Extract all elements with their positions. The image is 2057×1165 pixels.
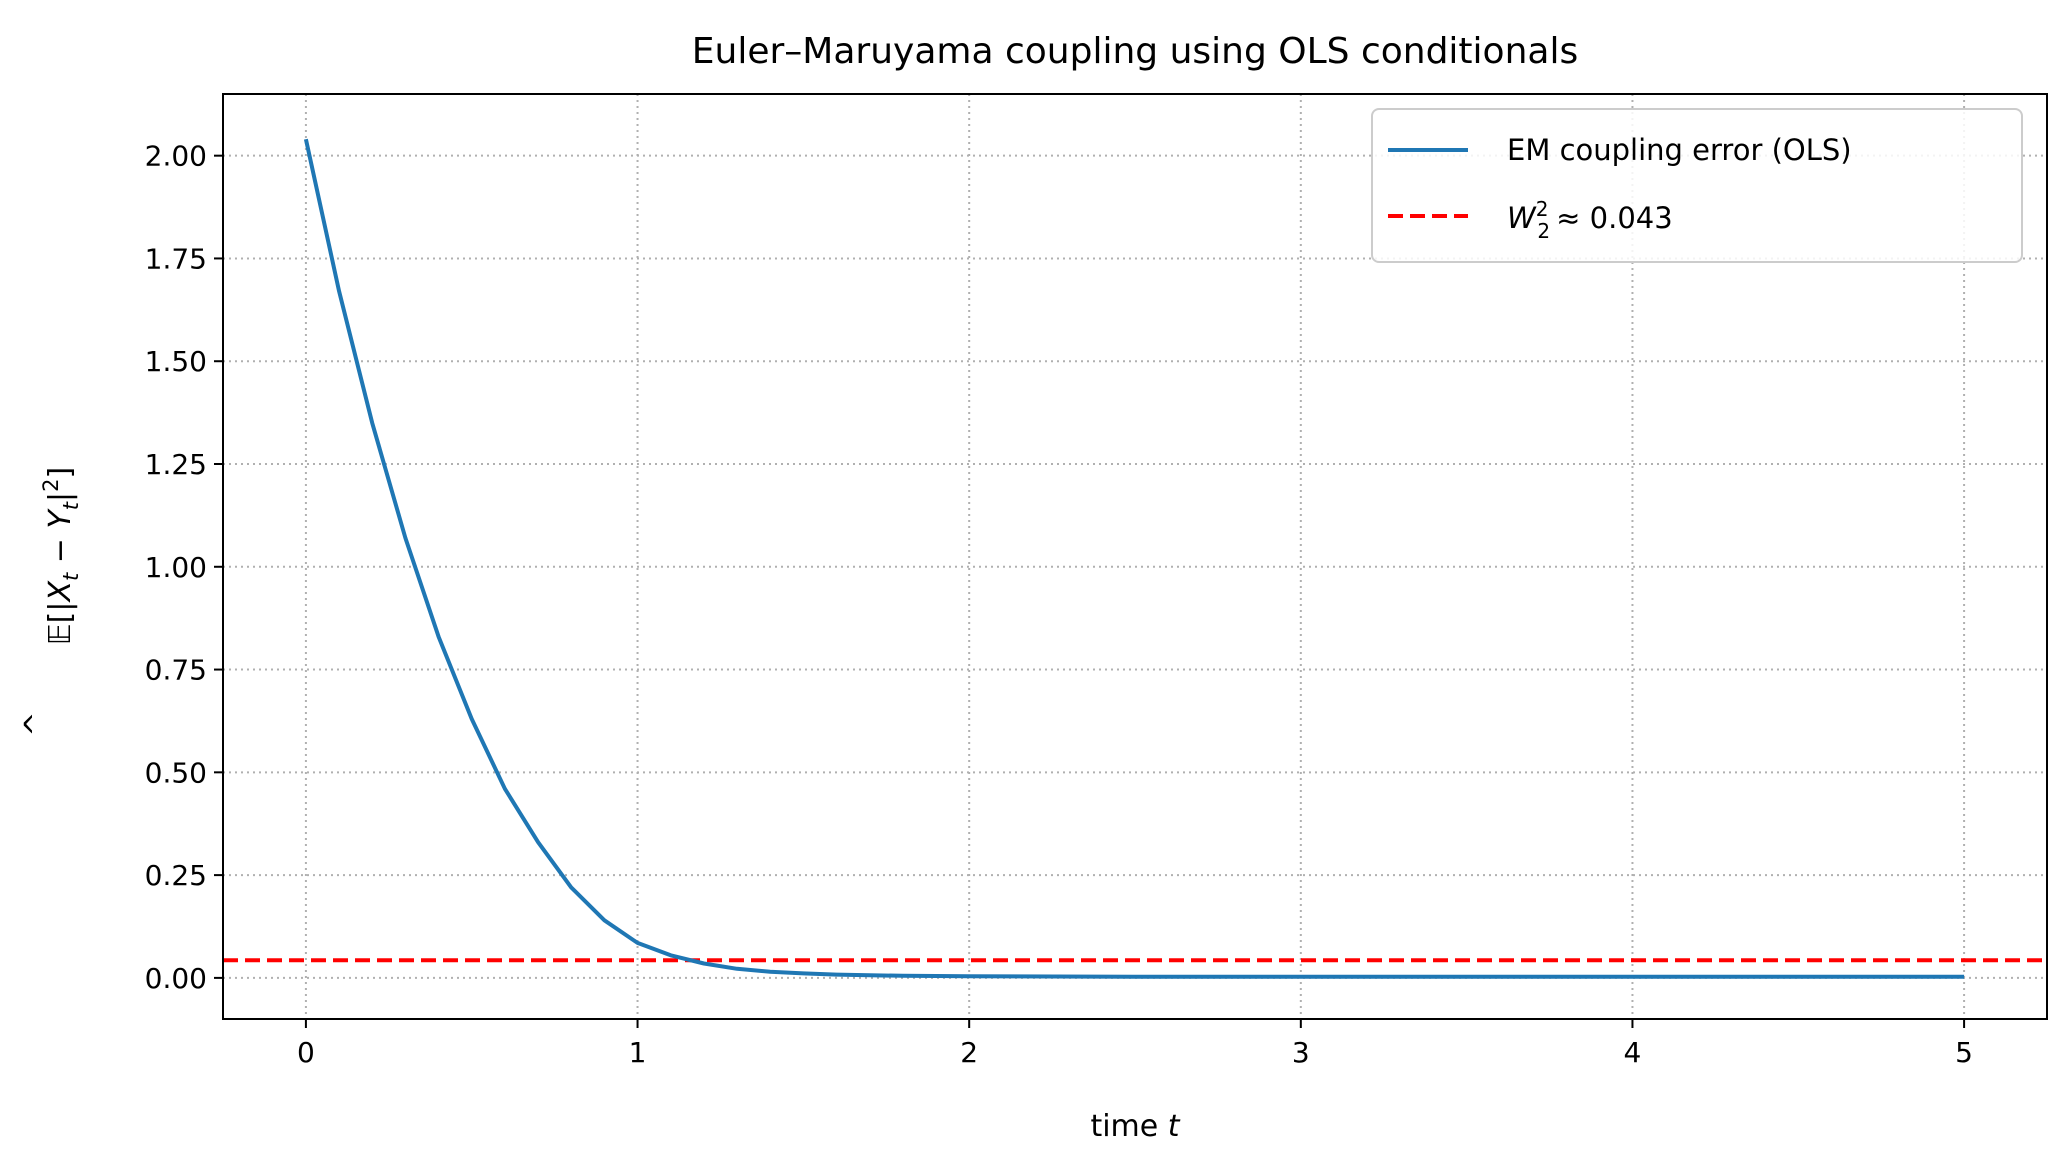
y-tick-label: 1.00: [145, 551, 207, 584]
y-tick-label: 1.75: [145, 242, 207, 275]
chart-title: Euler–Maruyama coupling using OLS condit…: [692, 31, 1578, 72]
x-tick-label: 1: [629, 1036, 647, 1069]
series-layer: [303, 138, 1965, 979]
x-axis-label: time t: [1090, 1109, 1180, 1144]
y-tick-label: 0.00: [145, 962, 207, 995]
y-tick-label: 0.50: [145, 756, 207, 789]
x-tick-label: 3: [1292, 1036, 1310, 1069]
y-tick-label: 1.50: [145, 345, 207, 378]
y-tick-label: 0.25: [145, 859, 207, 892]
legend-label-em: EM coupling error (OLS): [1507, 133, 1852, 167]
em-coupling-error-line: [303, 138, 1965, 979]
legend: EM coupling error (OLS) W2 2 ≈ 0.043: [1371, 108, 2023, 263]
legend-label-w2: W2 2 ≈ 0.043: [1507, 197, 1673, 243]
y-axis-label: 𝔼[|Xt − Yt|2] ^: [19, 467, 83, 737]
x-tick-label: 2: [960, 1036, 978, 1069]
plot-frame: [222, 93, 2048, 1020]
y-axis-ticks: 0.00 0.25 0.50 0.75 1.00 1.25 1.50 1.75 2.00: [145, 140, 223, 995]
legend-box: [1371, 108, 2023, 263]
x-tick-label: 5: [1955, 1036, 1973, 1069]
svg-text:^: ^: [19, 711, 54, 736]
y-tick-label: 2.00: [145, 140, 207, 173]
y-tick-label: 0.75: [145, 654, 207, 687]
x-axis-ticks: 0 1 2 3 4 5: [297, 1019, 1973, 1069]
svg-text:𝔼[|Xt − Yt|2]: 𝔼[|Xt − Yt|2]: [39, 467, 83, 645]
x-tick-label: 4: [1624, 1036, 1642, 1069]
x-tick-label: 0: [297, 1036, 315, 1069]
y-tick-label: 1.25: [145, 448, 207, 481]
